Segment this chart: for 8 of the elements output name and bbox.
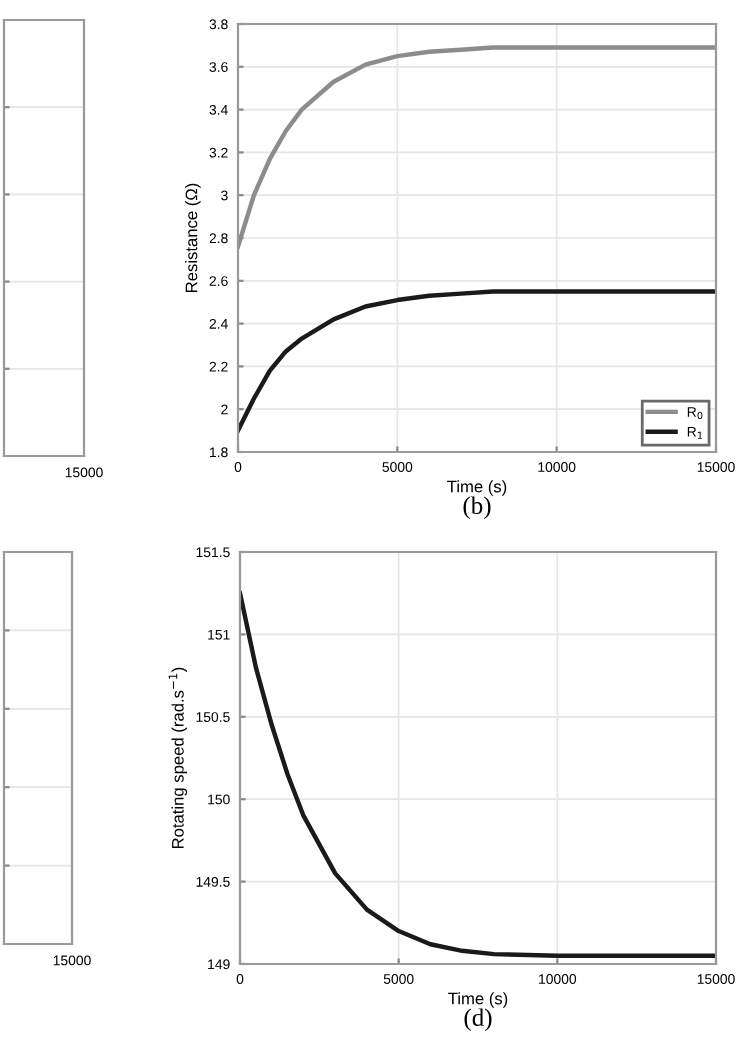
text: (d) xyxy=(464,1008,492,1032)
y-axis-title: Resistance (Ω) xyxy=(185,183,201,292)
text: (b) xyxy=(463,496,491,520)
x-axis-title: Time (s) xyxy=(447,480,507,496)
line-series xyxy=(240,590,716,958)
x-axis-title: Time (s) xyxy=(448,992,508,1008)
line-series xyxy=(238,45,716,249)
y-axis-title: Rotating speed (rad.s$^{−1}$) xyxy=(168,667,188,849)
